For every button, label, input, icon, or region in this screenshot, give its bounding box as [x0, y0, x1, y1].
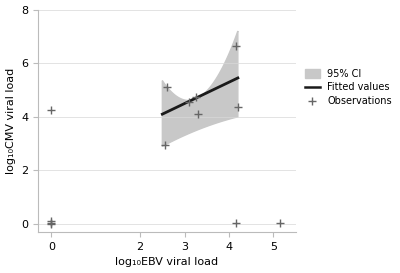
Point: [164, 85, 170, 90]
Point: [232, 44, 239, 48]
Polygon shape: [162, 31, 238, 146]
Legend: 95% CI, Fitted values, Observations: 95% CI, Fitted values, Observations: [303, 67, 394, 108]
Y-axis label: log₁₀CMV viral load: log₁₀CMV viral load: [6, 68, 16, 174]
Point: [48, 221, 54, 225]
Point: [48, 219, 54, 224]
Point: [48, 108, 54, 112]
Point: [192, 94, 199, 99]
Point: [195, 112, 201, 116]
Point: [232, 221, 239, 225]
Point: [277, 221, 283, 225]
X-axis label: log₁₀EBV viral load: log₁₀EBV viral load: [115, 257, 218, 268]
Point: [186, 100, 192, 104]
Point: [161, 143, 168, 147]
Point: [48, 222, 54, 226]
Point: [235, 105, 241, 110]
